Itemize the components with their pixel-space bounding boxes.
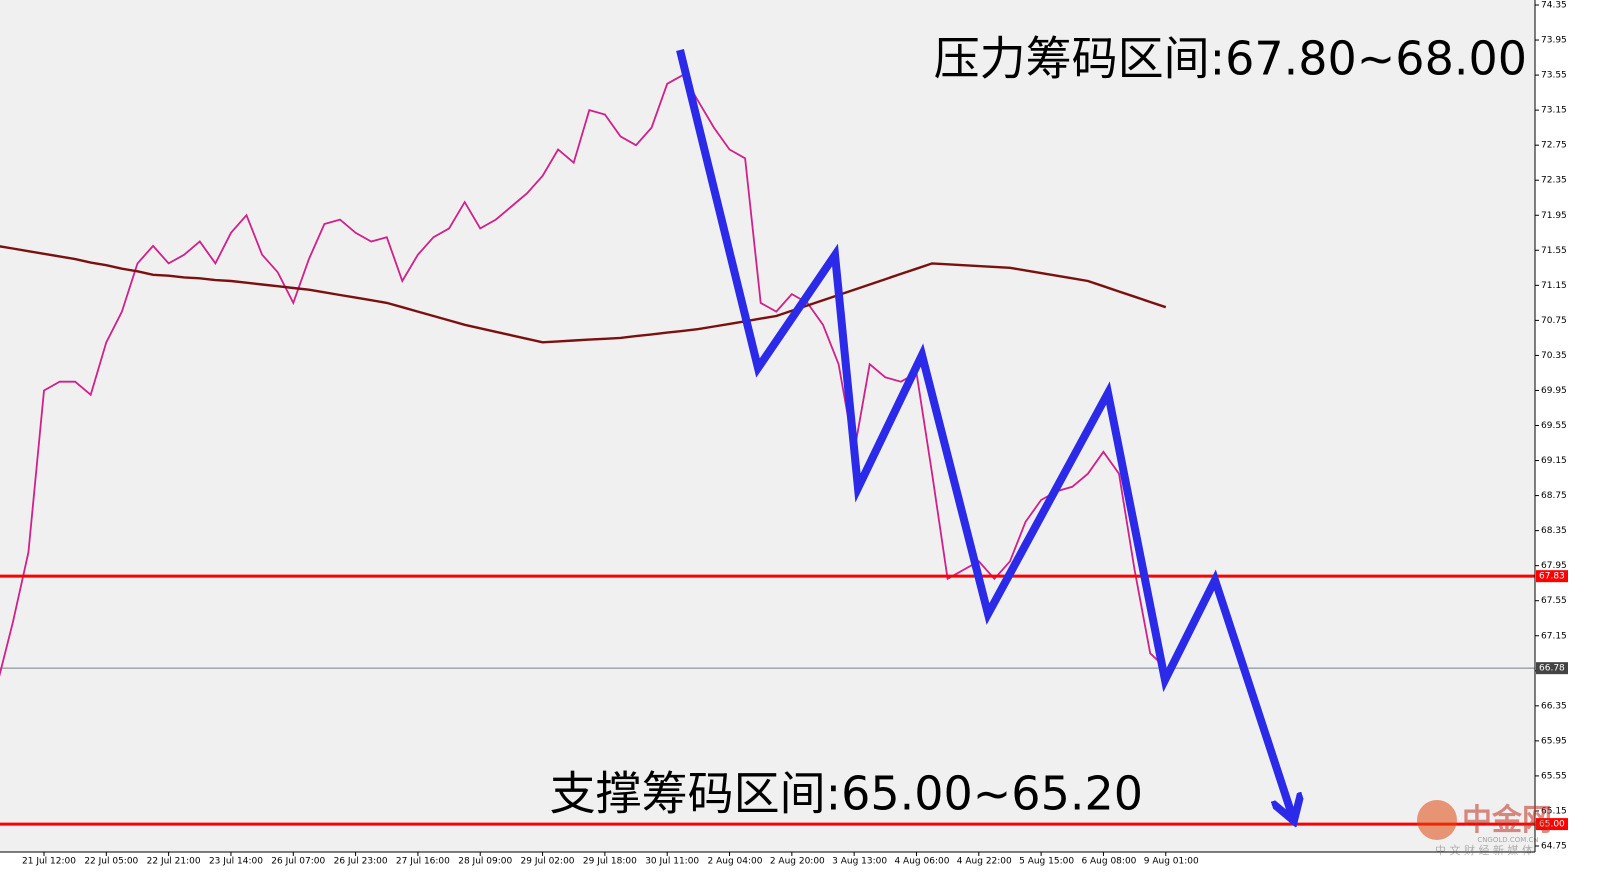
- plot-area: [0, 0, 1535, 852]
- x-tick-label: 3 Aug 13:00: [832, 857, 887, 867]
- x-tick-label: 2 Aug 04:00: [708, 857, 763, 867]
- x-tick-label: 5 Aug 15:00: [1019, 857, 1074, 867]
- y-tick-label: 64.75: [1541, 842, 1567, 852]
- y-tick-label: 72.75: [1541, 141, 1567, 151]
- y-tick-label: 69.55: [1541, 421, 1567, 431]
- level-tag: [1536, 570, 1568, 583]
- y-tick-label: 65.95: [1541, 736, 1567, 746]
- price-line: [0, 245, 1167, 344]
- y-tick-label: 73.15: [1541, 106, 1567, 116]
- x-tick-label: 26 Jul 23:00: [334, 857, 388, 867]
- x-tick-label: 4 Aug 06:00: [894, 857, 949, 867]
- y-tick-label: 68.75: [1541, 491, 1567, 501]
- price-line: [0, 73, 1167, 677]
- x-tick-label: 30 Jul 11:00: [645, 857, 699, 867]
- y-tick-label: 70.75: [1541, 316, 1567, 326]
- price-tag: [1536, 662, 1568, 675]
- x-tick-label: 22 Jul 05:00: [84, 857, 138, 867]
- y-tick-label: 67.55: [1541, 596, 1567, 606]
- watermark-url: CNGOLD.COM.CN: [1477, 836, 1538, 844]
- annotation: 支撑筹码区间:65.00~65.20: [550, 767, 1143, 821]
- price-tag-label: 66.78: [1539, 664, 1565, 674]
- x-tick-label: 6 Aug 08:00: [1081, 857, 1136, 867]
- y-tick-label: 69.95: [1541, 386, 1567, 396]
- x-tick-label: 29 Jul 18:00: [583, 857, 637, 867]
- x-tick-label: 22 Jul 21:00: [147, 857, 201, 867]
- x-tick-label: 27 Jul 16:00: [396, 857, 450, 867]
- y-tick-label: 71.55: [1541, 246, 1567, 256]
- x-tick-label: 21 Jul 12:00: [22, 857, 76, 867]
- level-tag-label: 65.00: [1539, 820, 1565, 830]
- y-tick-label: 65.15: [1541, 806, 1567, 816]
- y-tick-label: 73.55: [1541, 71, 1567, 81]
- level-tag-label: 67.83: [1539, 572, 1565, 582]
- y-tick-label: 71.95: [1541, 211, 1567, 221]
- annotation: 压力筹码区间:67.80~68.00: [934, 32, 1527, 86]
- y-tick-label: 73.95: [1541, 36, 1567, 46]
- arrow-path: [676, 49, 1292, 815]
- x-tick-label: 28 Jul 09:00: [458, 857, 512, 867]
- x-tick-label: 4 Aug 22:00: [957, 857, 1012, 867]
- y-tick-label: 74.35: [1541, 1, 1567, 11]
- watermark-name: 中金网: [1462, 803, 1552, 838]
- y-tick-label: 69.15: [1541, 456, 1567, 466]
- x-tick-label: 9 Aug 01:00: [1144, 857, 1199, 867]
- trend-arrows: [676, 49, 1292, 815]
- watermark-logo: [1417, 800, 1457, 840]
- axis-layer: 64.7565.1565.5565.9566.3566.7567.1567.55…: [22, 1, 1568, 867]
- level-tag: [1536, 818, 1568, 831]
- y-tick-label: 66.35: [1541, 701, 1567, 711]
- x-tick-label: 2 Aug 20:00: [770, 857, 825, 867]
- y-tick-label: 68.35: [1541, 526, 1567, 536]
- watermark-slogan: 中 文 财 经 新 媒 体: [1435, 843, 1533, 857]
- y-tick-label: 65.55: [1541, 771, 1567, 781]
- y-tick-label: 67.15: [1541, 631, 1567, 641]
- x-tick-label: 29 Jul 02:00: [521, 857, 575, 867]
- watermark: 中金网 CNGOLD.COM.CN 中 文 财 经 新 媒 体: [1417, 800, 1552, 857]
- x-tick-label: 23 Jul 14:00: [209, 857, 263, 867]
- y-tick-label: 71.15: [1541, 281, 1567, 291]
- y-tick-label: 72.35: [1541, 176, 1567, 186]
- y-tick-label: 67.95: [1541, 561, 1567, 571]
- y-tick-label: 70.35: [1541, 351, 1567, 361]
- plot-layer: [0, 73, 1535, 826]
- x-tick-label: 26 Jul 07:00: [271, 857, 325, 867]
